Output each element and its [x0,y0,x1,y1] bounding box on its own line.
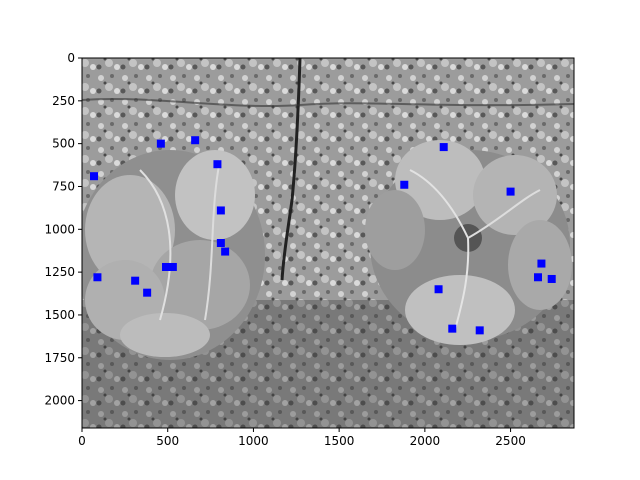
data-point-marker [400,180,409,189]
data-point-marker [547,274,556,283]
data-point-marker [537,259,546,268]
y-tick-label: 2000 [44,394,75,408]
x-tick-label: 2000 [410,434,441,448]
data-point-marker [475,326,484,335]
y-tick-label: 1000 [44,222,75,236]
x-tick-label: 1000 [238,434,269,448]
data-point-marker [156,139,165,148]
data-point-marker [216,206,225,215]
data-point-marker [93,273,102,282]
data-point-marker [168,262,177,271]
soil-crack [280,58,302,281]
y-tick-label: 1750 [44,351,75,365]
y-tick-label: 0 [67,51,75,65]
lettuce-left [82,150,265,360]
y-tick-label: 1500 [44,308,75,322]
data-point-marker [191,136,200,145]
data-point-marker [221,247,230,256]
x-tick-label: 1500 [324,434,355,448]
lettuce-right [365,140,572,345]
data-point-marker [534,273,542,282]
data-point-marker [90,172,98,181]
data-point-marker [213,160,222,169]
data-point-marker [162,262,170,271]
x-axis: 0 500 1000 1500 2000 2500 [78,428,526,448]
data-point-marker [434,285,443,294]
data-point-marker [506,187,515,196]
x-tick-label: 500 [156,434,179,448]
data-point-marker [439,143,448,152]
y-tick-label: 1250 [44,265,75,279]
y-tick-label: 750 [52,179,75,193]
x-tick-label: 2500 [495,434,526,448]
data-point-marker [143,288,152,297]
axes-frame [81,57,575,429]
marker-layer [90,136,556,335]
y-tick-label: 500 [52,137,75,151]
y-axis: 0 250 500 750 1000 1250 1500 1750 2000 [44,51,82,408]
soil-photo [82,58,574,428]
data-point-marker [131,276,140,285]
y-tick-label: 250 [52,94,75,108]
x-tick-label: 0 [78,434,86,448]
data-point-marker [216,239,225,247]
data-point-marker [448,324,457,333]
